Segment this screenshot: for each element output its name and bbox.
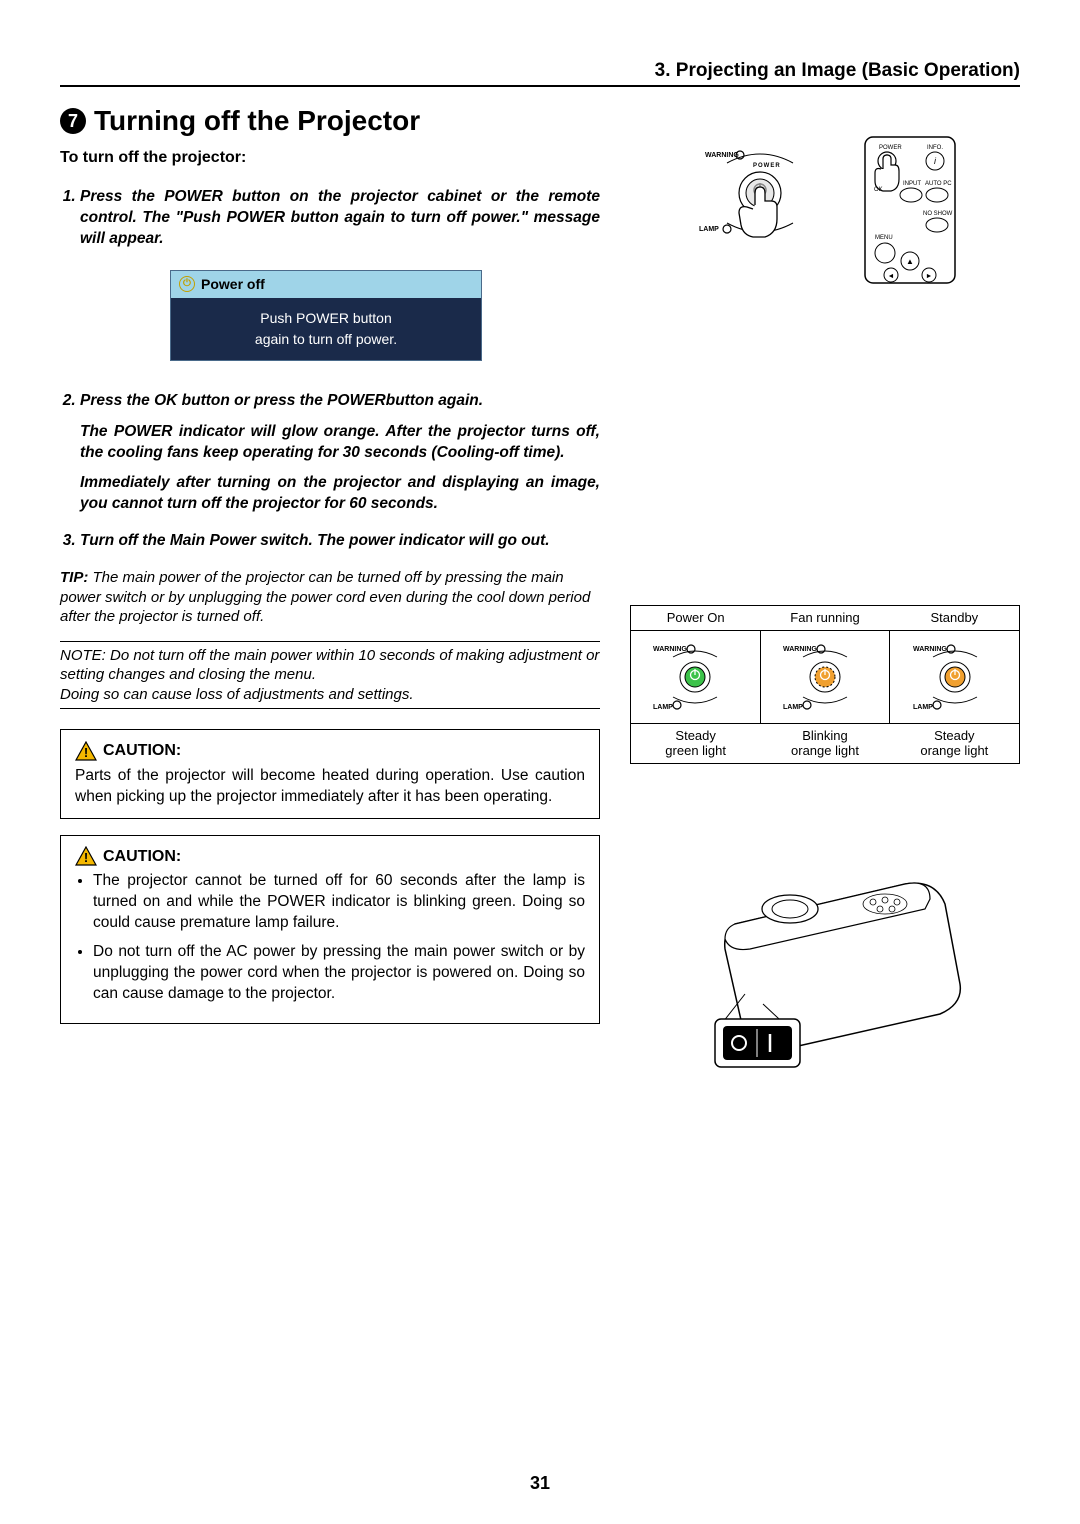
svg-text:LAMP: LAMP [913, 704, 933, 711]
svg-text:◄: ◄ [888, 273, 895, 280]
chapter-header: 3. Projecting an Image (Basic Operation) [60, 60, 1020, 87]
state-label: Power On [631, 606, 760, 630]
remote-control-figure: POWER INFO. i OK INPUT AUTO PC NO SHOW [855, 135, 965, 285]
caution-item: The projector cannot be turned off for 6… [93, 871, 585, 934]
intro-text: To turn off the projector: [60, 149, 600, 167]
svg-text:WARNING: WARNING [653, 646, 687, 653]
dialog-body: Push POWER button again to turn off powe… [171, 298, 481, 360]
indicator-state-cell: WARNING LAMP [631, 631, 760, 723]
state-label: Steady orange light [890, 724, 1019, 763]
svg-text:LAMP: LAMP [699, 226, 719, 233]
svg-text:WARNING: WARNING [705, 152, 739, 159]
svg-text:WARNING: WARNING [783, 646, 817, 653]
svg-text:!: ! [84, 850, 88, 865]
svg-text:POWER: POWER [879, 145, 902, 151]
svg-text:MENU: MENU [875, 235, 893, 241]
power-icon: ⏻ [179, 276, 195, 292]
svg-text:INPUT: INPUT [903, 181, 921, 187]
step-2: Press the OK button or press the POWERbu… [80, 391, 600, 516]
figure-column: WARNING POWER LAMP PO [630, 105, 1020, 1074]
text-column: 7 Turning off the Projector To turn off … [60, 105, 600, 1074]
tip-block: TIP: The main power of the projector can… [60, 568, 600, 627]
caution-title: ! CAUTION: [75, 740, 585, 762]
svg-text:NO SHOW: NO SHOW [923, 211, 953, 217]
svg-text:LAMP: LAMP [783, 704, 803, 711]
svg-text:POWER: POWER [753, 163, 781, 169]
projector-illustration [630, 854, 1020, 1074]
caution-item: Do not turn off the AC power by pressing… [93, 942, 585, 1005]
caution-box-2: ! CAUTION: The projector cannot be turne… [60, 835, 600, 1024]
state-label: Fan running [760, 606, 889, 630]
warning-triangle-icon: ! [75, 741, 97, 761]
svg-text:AUTO PC: AUTO PC [925, 181, 952, 187]
section-title-text: Turning off the Projector [94, 105, 420, 137]
caution-title: ! CAUTION: [75, 846, 585, 868]
svg-text:▲: ▲ [906, 257, 914, 266]
svg-text:WARNING: WARNING [913, 646, 947, 653]
step-1: Press the POWER button on the projector … [80, 187, 600, 361]
page-number: 31 [0, 1473, 1080, 1494]
svg-text:OK: OK [874, 187, 883, 193]
section-number-badge: 7 [60, 108, 86, 134]
warning-triangle-icon: ! [75, 846, 97, 866]
svg-text:INFO.: INFO. [927, 145, 943, 151]
indicator-state-cell: WARNING LAMP [760, 631, 890, 723]
section-title: 7 Turning off the Projector [60, 105, 600, 137]
svg-text:!: ! [84, 745, 88, 760]
state-label: Blinking orange light [760, 724, 889, 763]
state-label: Standby [890, 606, 1019, 630]
dialog-title-bar: ⏻ Power off [171, 271, 481, 298]
svg-text:LAMP: LAMP [653, 704, 673, 711]
note-block: NOTE: Do not turn off the main power wit… [60, 641, 600, 710]
svg-text:►: ► [926, 273, 933, 280]
state-label: Steady green light [631, 724, 760, 763]
indicator-states-table: Power On Fan running Standby WARNING LAM… [630, 605, 1020, 764]
power-off-dialog: ⏻ Power off Push POWER button again to t… [170, 270, 482, 361]
caution-box-1: ! CAUTION: Parts of the projector will b… [60, 729, 600, 818]
cabinet-power-figure: WARNING POWER LAMP [685, 135, 835, 265]
chapter-title: 3. Projecting an Image (Basic Operation) [655, 60, 1020, 85]
step-3: Turn off the Main Power switch. The powe… [80, 531, 600, 552]
indicator-state-cell: WARNING LAMP [889, 631, 1019, 723]
